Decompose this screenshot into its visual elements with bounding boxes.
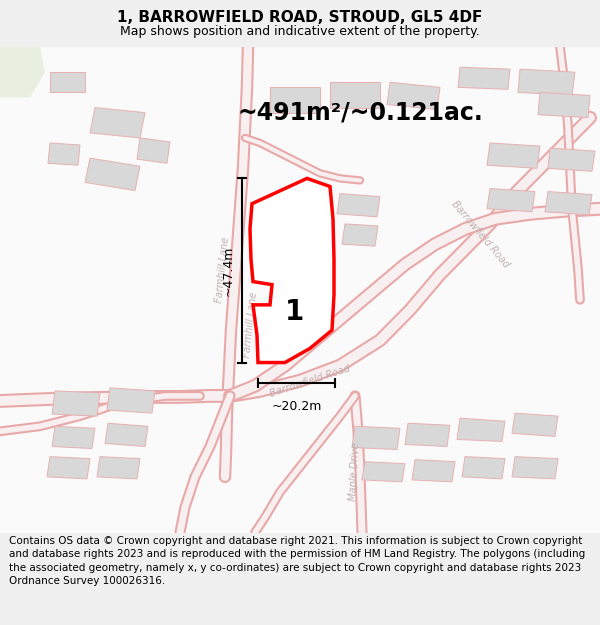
Text: 1: 1 <box>286 298 305 326</box>
Text: Barrowfield Road: Barrowfield Road <box>449 199 511 269</box>
Polygon shape <box>0 47 45 98</box>
Text: ~491m²/~0.121ac.: ~491m²/~0.121ac. <box>237 101 483 124</box>
Polygon shape <box>48 143 80 165</box>
Polygon shape <box>457 418 505 441</box>
Polygon shape <box>458 67 510 89</box>
Polygon shape <box>512 413 558 436</box>
Polygon shape <box>342 224 378 246</box>
Polygon shape <box>462 457 505 479</box>
Polygon shape <box>270 88 320 112</box>
Text: Farmhill Lane: Farmhill Lane <box>214 236 230 303</box>
Polygon shape <box>107 388 155 413</box>
Polygon shape <box>538 92 590 118</box>
Text: Barrowfield Road: Barrowfield Road <box>269 363 352 399</box>
Text: ~47.4m: ~47.4m <box>221 245 235 296</box>
Text: 1, BARROWFIELD ROAD, STROUD, GL5 4DF: 1, BARROWFIELD ROAD, STROUD, GL5 4DF <box>118 10 482 25</box>
Text: Contains OS data © Crown copyright and database right 2021. This information is : Contains OS data © Crown copyright and d… <box>9 536 585 586</box>
Polygon shape <box>52 391 100 416</box>
Polygon shape <box>412 459 455 482</box>
Polygon shape <box>362 462 405 482</box>
Polygon shape <box>97 457 140 479</box>
Polygon shape <box>50 72 85 92</box>
Polygon shape <box>250 178 334 362</box>
Polygon shape <box>90 107 145 138</box>
Polygon shape <box>405 423 450 446</box>
Text: Maple Drive: Maple Drive <box>349 442 362 501</box>
Polygon shape <box>105 423 148 446</box>
Text: Farmhill Lane: Farmhill Lane <box>242 292 259 359</box>
Text: Map shows position and indicative extent of the property.: Map shows position and indicative extent… <box>120 24 480 38</box>
Polygon shape <box>352 426 400 449</box>
Polygon shape <box>337 194 380 217</box>
Polygon shape <box>387 82 440 109</box>
Polygon shape <box>47 457 90 479</box>
Text: ~20.2m: ~20.2m <box>271 399 322 412</box>
Polygon shape <box>487 143 540 168</box>
Polygon shape <box>52 426 95 449</box>
Polygon shape <box>518 69 575 96</box>
Polygon shape <box>85 158 140 191</box>
Polygon shape <box>330 82 380 107</box>
Polygon shape <box>487 189 535 212</box>
Polygon shape <box>545 191 592 215</box>
Polygon shape <box>512 457 558 479</box>
Polygon shape <box>137 138 170 163</box>
Polygon shape <box>548 148 595 171</box>
